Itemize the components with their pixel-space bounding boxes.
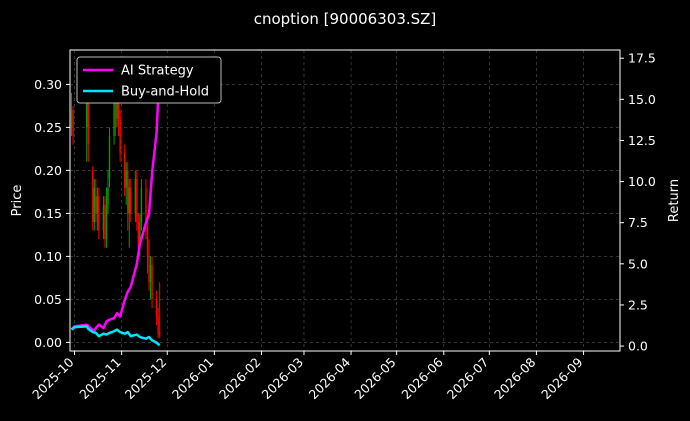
candle-body: [137, 222, 140, 248]
candle-body: [104, 204, 106, 240]
candle-body: [158, 332, 161, 336]
y-axis-label-left: Price: [10, 185, 25, 217]
candle-body: [93, 187, 96, 222]
chart-title: cnoption [90006303.SZ]: [254, 10, 437, 28]
candle-body: [136, 179, 138, 222]
y-tick-label-left: 0.00: [34, 335, 62, 350]
candle-body: [107, 187, 109, 205]
candle-body: [86, 93, 88, 128]
candle-body: [134, 179, 137, 214]
candle-body: [146, 222, 149, 257]
series-lines: [70, 66, 161, 347]
y-tick-label-right: 2.5: [628, 297, 648, 312]
y-tick-label-left: 0.10: [34, 249, 62, 264]
candle-body: [149, 265, 152, 283]
candle-body: [151, 265, 153, 300]
y-tick-label-right: 10.0: [628, 174, 656, 189]
candle-body: [102, 204, 105, 231]
candlesticks: [70, 75, 161, 339]
candle-body: [95, 196, 97, 214]
candle-body: [87, 101, 89, 145]
y-tick-label-right: 12.5: [628, 133, 656, 148]
y-axis-right: 0.0 2.5 5.0 7.5 10.0 12.5 15.0 17.5: [620, 51, 656, 354]
candle-body: [157, 316, 159, 334]
candle-body: [155, 299, 158, 317]
y-axis-label-right: Return: [667, 179, 682, 222]
candle-body: [123, 153, 126, 188]
series-line-ai-strategy: [70, 66, 161, 333]
y-tick-label-right: 7.5: [628, 215, 648, 230]
y-tick-label-left: 0.25: [34, 120, 62, 135]
plot-frame: [69, 49, 621, 352]
legend-label-buy-and-hold: Buy-and-Hold: [121, 85, 209, 100]
candle-body: [113, 101, 115, 136]
candle-body: [72, 110, 74, 136]
candle-body: [140, 187, 143, 222]
y-tick-label-left: 0.20: [34, 163, 62, 178]
y-tick-label-right: 0.0: [628, 339, 648, 354]
candle-body: [96, 196, 99, 214]
legend: AI Strategy Buy-and-Hold: [76, 56, 222, 104]
y-tick-label-right: 5.0: [628, 256, 648, 271]
y-axis-left: 0.00 0.05 0.10 0.15 0.20 0.25 0.30: [34, 77, 70, 350]
candle-body: [114, 101, 117, 128]
y-tick-label-left: 0.15: [34, 206, 62, 221]
grid-lines: [70, 50, 620, 351]
y-tick-label-left: 0.30: [34, 77, 62, 92]
candle-body: [139, 222, 141, 248]
candle-body: [127, 170, 129, 214]
candle-body: [105, 204, 108, 240]
candle-body: [92, 170, 94, 222]
candle-body: [148, 256, 150, 283]
y-tick-label-right: 15.0: [628, 92, 656, 107]
y-tick-label-left: 0.05: [34, 292, 62, 307]
candle-body: [130, 187, 132, 214]
candle-body: [119, 118, 121, 154]
candle-body: [128, 187, 130, 214]
candle-body: [98, 196, 100, 231]
legend-label-ai-strategy: AI Strategy: [121, 64, 194, 79]
candle-body: [70, 110, 73, 128]
series-line-buy-and-hold: [70, 325, 161, 347]
candle-body: [125, 170, 127, 188]
y-tick-label-right: 17.5: [628, 51, 656, 66]
candle-body: [145, 187, 147, 222]
candle-body: [108, 136, 111, 179]
